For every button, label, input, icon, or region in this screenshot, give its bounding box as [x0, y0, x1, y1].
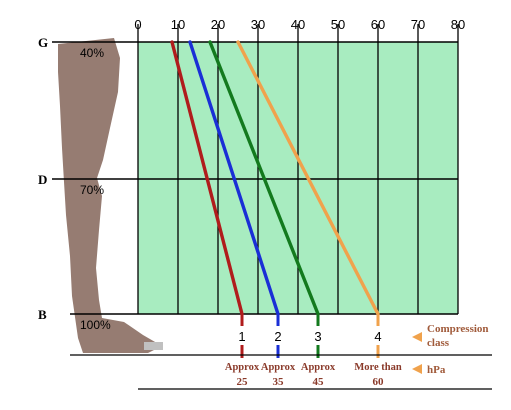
- pressure-value-4: 60: [373, 376, 385, 388]
- level-percent-B: 100%: [80, 318, 111, 332]
- approx-label-4: More than: [354, 362, 402, 373]
- class-label-3: 3: [314, 329, 321, 344]
- series-line-class-4: [236, 40, 380, 316]
- leg-illustration: [58, 38, 162, 353]
- legend: Compression class hPa: [412, 323, 489, 376]
- series-line-class-2: [188, 40, 280, 316]
- x-tick-label-10: 10: [171, 17, 185, 32]
- legend-class-label: class: [427, 337, 450, 349]
- series-line-class-1: [170, 40, 244, 316]
- legend-hpa-label: hPa: [427, 364, 446, 376]
- level-letter-D: D: [38, 172, 47, 187]
- series-lines: [170, 40, 380, 358]
- x-tick-label-0: 0: [134, 17, 141, 32]
- approx-label-2: Approx: [261, 362, 296, 373]
- pressure-value-3: 45: [313, 376, 325, 388]
- legend-arrow-pressure: [412, 364, 422, 374]
- x-axis-ticks: 0 10 20 30 40 50 60 70 80: [134, 17, 465, 32]
- grid-lines: [137, 24, 459, 314]
- x-tick-label-30: 30: [251, 17, 265, 32]
- pressure-value-1: 25: [237, 376, 249, 388]
- approx-label-1: Approx: [225, 362, 260, 373]
- class-label-1: 1: [238, 329, 245, 344]
- series-labels: 1 Approx 25 2 Approx 35 3 Approx 45 4 More than 60: [225, 329, 402, 388]
- x-tick-label-70: 70: [411, 17, 425, 32]
- leg-toe: [144, 342, 163, 350]
- level-percent-G: 40%: [80, 46, 104, 60]
- level-letter-G: G: [38, 35, 48, 50]
- pressure-value-2: 35: [273, 376, 285, 388]
- x-tick-label-20: 20: [211, 17, 225, 32]
- level-percent-D: 70%: [80, 183, 104, 197]
- x-tick-label-40: 40: [291, 17, 305, 32]
- legend-arrow-compression: [412, 332, 422, 342]
- class-label-4: 4: [374, 329, 381, 344]
- x-tick-label-50: 50: [331, 17, 345, 32]
- x-tick-label-80: 80: [451, 17, 465, 32]
- series-line-class-3: [208, 40, 320, 316]
- level-markers: G 40% D 70% B 100%: [38, 35, 458, 332]
- level-letter-B: B: [38, 307, 47, 322]
- legend-compression-label: Compression: [427, 323, 489, 335]
- approx-label-3: Approx: [301, 362, 336, 373]
- class-label-2: 2: [274, 329, 281, 344]
- x-tick-label-60: 60: [371, 17, 385, 32]
